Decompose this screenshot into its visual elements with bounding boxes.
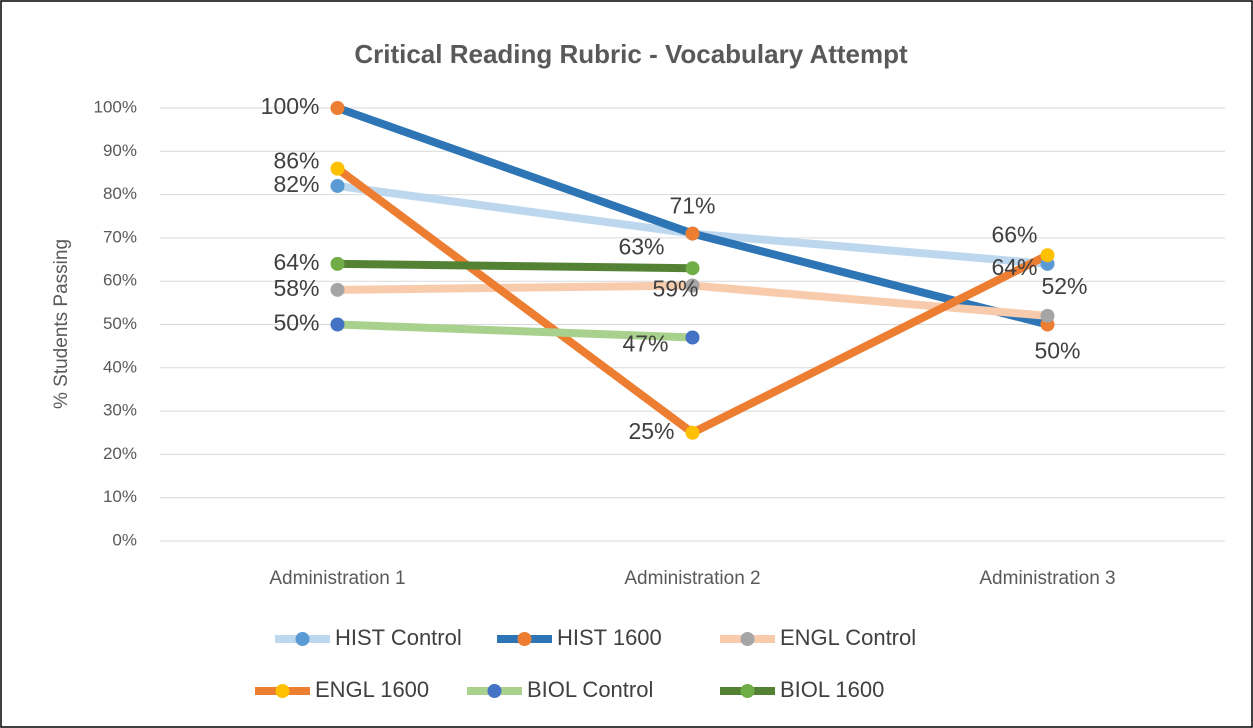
legend-marker xyxy=(517,632,532,646)
data-label: 58% xyxy=(273,275,319,301)
marker xyxy=(1040,248,1055,263)
data-label: 64% xyxy=(991,254,1037,280)
y-tick-label: 80% xyxy=(103,184,137,203)
y-tick-label: 50% xyxy=(103,314,137,333)
marker xyxy=(330,101,345,115)
data-label: 59% xyxy=(652,276,698,302)
legend-label: BIOL Control xyxy=(527,677,653,702)
data-label: 71% xyxy=(669,193,715,219)
y-tick-label: 20% xyxy=(103,444,137,463)
data-label: 82% xyxy=(273,171,319,197)
data-label: 63% xyxy=(618,233,664,259)
data-label: 52% xyxy=(1041,273,1087,299)
marker xyxy=(685,425,700,440)
marker xyxy=(330,256,345,271)
y-tick-label: 90% xyxy=(103,141,137,160)
data-label: 64% xyxy=(273,249,319,275)
series-line xyxy=(333,259,697,273)
marker xyxy=(685,330,700,345)
marker xyxy=(1040,308,1055,323)
marker xyxy=(685,278,700,293)
y-tick-label: 0% xyxy=(112,530,137,549)
legend-label: ENGL 1600 xyxy=(315,677,429,702)
y-tick-label: 30% xyxy=(103,401,137,420)
marker xyxy=(330,317,345,332)
y-tick-label: 60% xyxy=(103,271,137,290)
x-tick-label: Administration 1 xyxy=(269,568,405,589)
data-label: 66% xyxy=(991,221,1037,247)
x-tick-label: Administration 3 xyxy=(979,568,1115,589)
y-tick-label: 100% xyxy=(94,97,137,116)
series-line xyxy=(333,320,697,342)
legend-marker xyxy=(275,684,290,698)
legend-marker xyxy=(740,684,755,698)
legend-label: HIST Control xyxy=(335,625,462,650)
data-label: 50% xyxy=(1034,338,1080,364)
y-axis-label: % Students Passing xyxy=(51,239,72,409)
y-tick-label: 40% xyxy=(103,357,137,376)
legend-marker xyxy=(487,684,502,698)
chart-title: Critical Reading Rubric - Vocabulary Att… xyxy=(354,39,908,69)
data-label: 25% xyxy=(628,418,674,444)
marker xyxy=(330,161,345,176)
data-label: 86% xyxy=(273,148,319,174)
marker xyxy=(685,226,700,241)
marker xyxy=(330,282,345,297)
legend-label: BIOL 1600 xyxy=(780,677,884,702)
legend-label: HIST 1600 xyxy=(557,625,662,650)
legend-label: ENGL Control xyxy=(780,625,916,650)
y-tick-label: 70% xyxy=(103,227,137,246)
legend-marker xyxy=(295,632,310,646)
marker xyxy=(330,178,345,193)
y-tick-label: 10% xyxy=(103,487,137,506)
data-label: 100% xyxy=(261,93,320,119)
legend-marker xyxy=(740,632,755,646)
data-label: 47% xyxy=(622,331,668,357)
marker xyxy=(685,261,700,276)
data-label: 50% xyxy=(273,310,319,336)
x-tick-label: Administration 2 xyxy=(624,568,760,589)
